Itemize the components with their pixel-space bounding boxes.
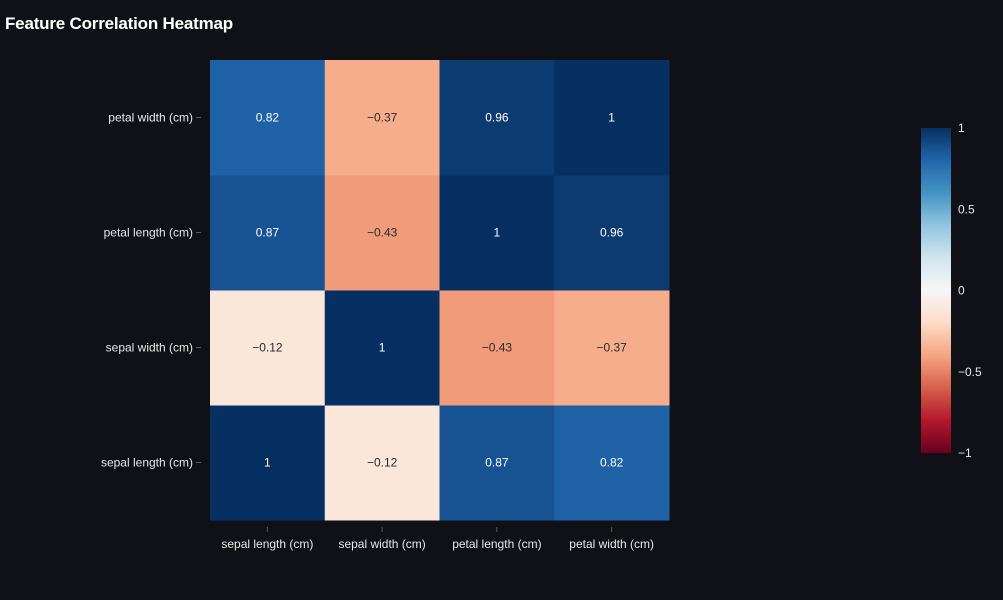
cell-value-label: 0.96: [600, 226, 624, 240]
cell-value-label: 0.87: [256, 226, 280, 240]
heatmap-cell: [439, 290, 555, 406]
heatmap-cell: [210, 60, 326, 176]
cell-value-label: −0.37: [367, 111, 398, 125]
cell-value-label: 0.82: [256, 111, 280, 125]
cell-value-label: −0.12: [252, 341, 283, 355]
colorbar-tick-label: −0.5: [958, 365, 982, 379]
cell-value-label: 0.82: [600, 456, 624, 470]
cell-value-label: 0.87: [485, 456, 509, 470]
y-tick-label: petal width (cm): [108, 111, 193, 125]
colorbar: 1 0.5 0 −0.5 −1: [921, 121, 982, 460]
y-tick-label: sepal length (cm): [101, 456, 193, 470]
y-axis: sepal length (cm) sepal width (cm) petal l…: [101, 111, 201, 470]
heatmap-cell: [554, 175, 670, 291]
heatmap-cell: [324, 290, 440, 406]
cell-value-label: 1: [264, 456, 271, 470]
cell-value-label: −0.43: [482, 341, 513, 355]
heatmap-cell: [210, 175, 326, 291]
cell-value-label: 1: [379, 341, 386, 355]
y-tick-label: sepal width (cm): [106, 341, 193, 355]
x-tick-label: petal width (cm): [569, 537, 654, 551]
cell-value-label: 1: [494, 226, 501, 240]
heatmap-cell: [554, 290, 670, 406]
heatmap-cell: [439, 405, 555, 521]
chart-title: Feature Correlation Heatmap: [5, 14, 233, 33]
heatmap-cell: [210, 405, 326, 521]
heatmap-cell: [210, 290, 326, 406]
heatmap-cell: [554, 405, 670, 521]
heatmap-cells: [210, 60, 670, 521]
x-tick-label: sepal length (cm): [221, 537, 313, 551]
heatmap-cell: [554, 60, 670, 176]
heatmap-cell: [324, 175, 440, 291]
heatmap-cell: [439, 175, 555, 291]
colorbar-tick-label: 1: [958, 121, 965, 135]
colorbar-tick-label: −1: [958, 446, 972, 460]
x-tick-label: sepal width (cm): [338, 537, 425, 551]
x-axis: sepal length (cm) sepal width (cm) petal l…: [221, 527, 654, 551]
cell-value-label: −0.37: [596, 341, 627, 355]
x-tick-label: petal length (cm): [452, 537, 541, 551]
y-tick-label: petal length (cm): [104, 226, 193, 240]
cell-value-label: 0.96: [485, 111, 509, 125]
heatmap-cell: [324, 60, 440, 176]
colorbar-gradient: [921, 128, 951, 453]
heatmap-cell-labels: 1 −0.12 0.87 0.82 −0.12 1 −0.43 −0.37 0.87 −0.43 1…: [252, 111, 627, 470]
cell-value-label: 1: [608, 111, 615, 125]
colorbar-tick-label: 0: [958, 284, 965, 298]
cell-value-label: −0.12: [367, 456, 398, 470]
cell-value-label: −0.43: [367, 226, 398, 240]
heatmap-cell: [439, 60, 555, 176]
heatmap-cell: [324, 405, 440, 521]
colorbar-tick-label: 0.5: [958, 202, 975, 216]
